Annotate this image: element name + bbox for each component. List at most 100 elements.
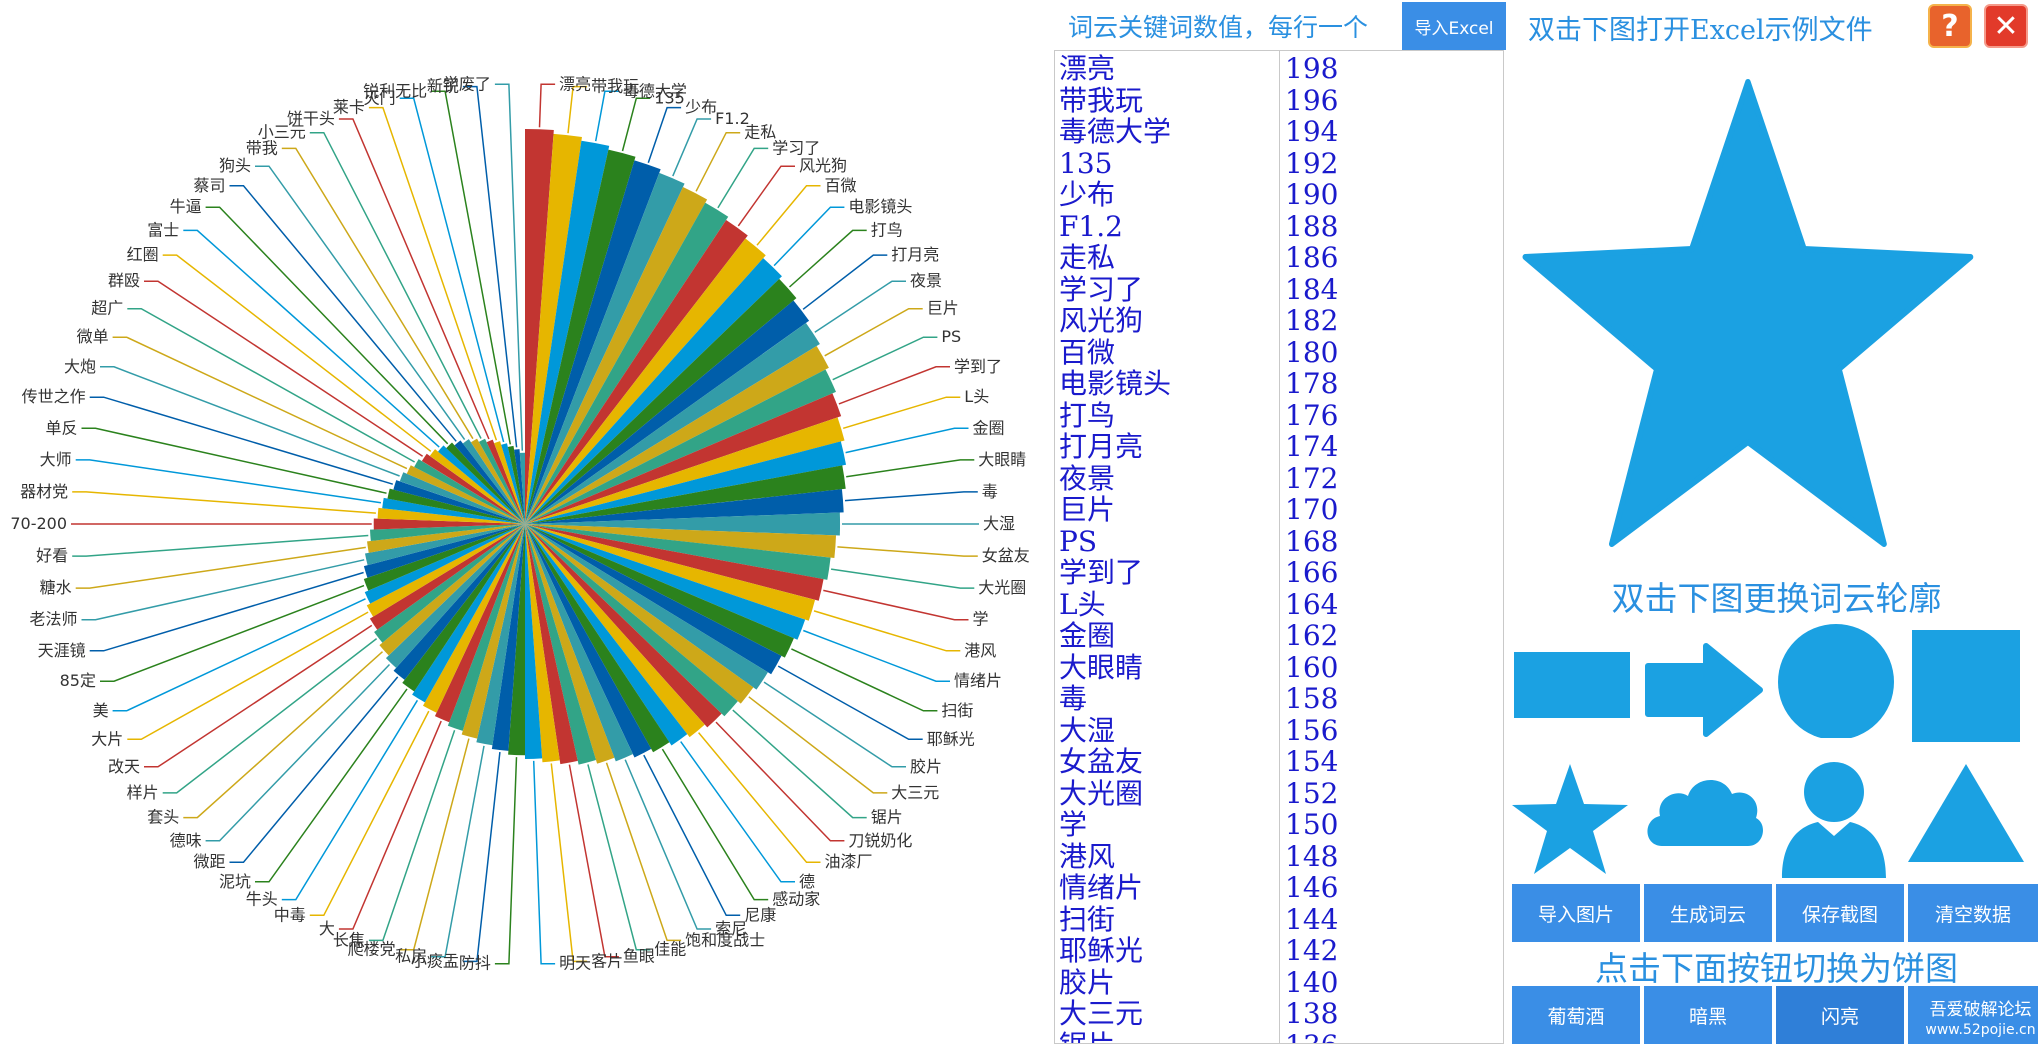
pie-slice[interactable]: [414, 459, 525, 524]
pie-slice[interactable]: [525, 524, 806, 640]
pie-slice[interactable]: [525, 149, 636, 524]
pie-slice[interactable]: [525, 524, 543, 760]
pie-slice[interactable]: [525, 512, 841, 536]
pie-slice[interactable]: [429, 449, 525, 524]
pie-slice[interactable]: [364, 524, 525, 604]
pie-slice[interactable]: [514, 449, 525, 524]
pie-slice[interactable]: [525, 524, 768, 690]
pie-slice[interactable]: [525, 524, 578, 765]
pie-slice[interactable]: [379, 524, 525, 656]
pie-slice[interactable]: [399, 472, 525, 524]
pie-slice[interactable]: [377, 507, 525, 524]
pie-slice[interactable]: [374, 524, 525, 643]
pie-slice[interactable]: [525, 160, 661, 524]
pie-slice[interactable]: [525, 369, 836, 524]
pie-slice[interactable]: [476, 524, 525, 746]
pie-slice[interactable]: [437, 445, 525, 524]
pie-slice[interactable]: [525, 524, 782, 675]
close-button[interactable]: ✕: [1984, 4, 2028, 48]
pie-slice[interactable]: [423, 524, 525, 713]
pie-slice[interactable]: [525, 524, 837, 559]
pie-slice[interactable]: [525, 238, 766, 525]
pie-slice[interactable]: [525, 465, 846, 524]
pie-slice[interactable]: [501, 443, 525, 524]
pie-slice[interactable]: [478, 438, 525, 524]
pie-slice[interactable]: [525, 172, 685, 524]
pie-slice[interactable]: [525, 393, 842, 524]
theme-shine-button[interactable]: 闪亮: [1776, 986, 1904, 1044]
pie-slice[interactable]: [470, 438, 525, 524]
pie-slice[interactable]: [525, 524, 754, 704]
pie-slice[interactable]: [525, 278, 797, 524]
keyword-textarea[interactable]: 漂亮 带我玩 毒德大学 135 少布 F1.2 走私 学习了 风光狗 百微 电影镜头 打鸟 打月亮 夜景巨…: [1054, 50, 1504, 1044]
pie-slice[interactable]: [525, 524, 824, 601]
pie-slice[interactable]: [393, 524, 525, 680]
pie-slice[interactable]: [447, 524, 525, 731]
theme-dark-button[interactable]: 暗黑: [1644, 986, 1772, 1044]
shape-person[interactable]: [1774, 756, 1896, 878]
pie-slice[interactable]: [525, 524, 794, 658]
pie-slice[interactable]: [508, 524, 525, 756]
pie-slice[interactable]: [434, 524, 525, 723]
pie-slice[interactable]: [367, 524, 525, 553]
pie-slice[interactable]: [525, 524, 633, 762]
pie-slice[interactable]: [525, 524, 652, 758]
pie-slice[interactable]: [525, 417, 845, 524]
pie-slice[interactable]: [363, 524, 525, 591]
pie-slice[interactable]: [412, 524, 525, 703]
pie-slice[interactable]: [525, 187, 708, 525]
pie-slice[interactable]: [525, 129, 554, 524]
pie-slice[interactable]: [454, 440, 525, 524]
keyword-words-column[interactable]: 漂亮 带我玩 毒德大学 135 少布 F1.2 走私 学习了 风光狗 百微 电影镜头 打鸟 打月亮 夜景巨…: [1059, 53, 1277, 1043]
pie-slice[interactable]: [382, 497, 525, 524]
pie-slice[interactable]: [525, 441, 847, 524]
pie-slice[interactable]: [393, 480, 525, 524]
pie-slice[interactable]: [406, 465, 525, 524]
pie-slice[interactable]: [519, 452, 525, 524]
pie-slice[interactable]: [525, 346, 829, 524]
word-cloud-shape-preview[interactable]: [1510, 74, 2043, 574]
pie-slice[interactable]: [525, 524, 615, 764]
shape-arrow[interactable]: [1642, 642, 1764, 760]
pie-slice[interactable]: [385, 524, 525, 668]
pie-slice[interactable]: [525, 133, 582, 524]
import-image-button[interactable]: 导入图片: [1512, 884, 1640, 942]
import-excel-button[interactable]: 导入Excel: [1402, 2, 1506, 50]
pie-slice[interactable]: [370, 524, 525, 541]
keyword-values-column[interactable]: 198 196 194 192 190 188 186 184 182 180 178 176 174 1…: [1285, 53, 1485, 1043]
pie-slice[interactable]: [491, 524, 525, 751]
shape-square[interactable]: [1906, 624, 2028, 742]
shape-cloud[interactable]: [1642, 762, 1764, 880]
pie-slice[interactable]: [387, 488, 525, 524]
pie-slice[interactable]: [525, 202, 729, 525]
pie-slice[interactable]: [525, 524, 816, 621]
pie-slice[interactable]: [369, 524, 525, 630]
pie-slice[interactable]: [525, 140, 610, 525]
pie-slice[interactable]: [525, 524, 831, 580]
theme-wine-button[interactable]: 葡萄酒: [1512, 986, 1640, 1044]
save-screenshot-button[interactable]: 保存截图: [1776, 884, 1904, 942]
pie-slice[interactable]: [525, 524, 597, 765]
shape-triangle[interactable]: [1906, 762, 2028, 880]
pie-slice[interactable]: [366, 524, 525, 617]
pie-slice[interactable]: [402, 524, 525, 692]
pie-slice[interactable]: [525, 524, 722, 728]
generate-wordcloud-button[interactable]: 生成词云: [1644, 884, 1772, 942]
pie-slice[interactable]: [525, 524, 560, 763]
pie-slice[interactable]: [525, 524, 670, 753]
pie-slice[interactable]: [486, 439, 525, 524]
pie-slice[interactable]: [461, 524, 525, 739]
pie-slice[interactable]: [525, 219, 748, 525]
pie-slice[interactable]: [446, 442, 525, 524]
pie-slice[interactable]: [525, 524, 688, 746]
shape-star[interactable]: [1510, 762, 1632, 880]
pie-slice[interactable]: [421, 453, 525, 524]
pie-slice[interactable]: [494, 441, 525, 524]
clear-data-button[interactable]: 清空数据: [1908, 884, 2038, 942]
pie-slice[interactable]: [373, 518, 525, 530]
shape-circle[interactable]: [1774, 620, 1896, 740]
pie-slice[interactable]: [525, 258, 782, 524]
pie-slice[interactable]: [365, 524, 525, 566]
pie-slice[interactable]: [525, 300, 810, 524]
pie-slice[interactable]: [525, 322, 820, 524]
